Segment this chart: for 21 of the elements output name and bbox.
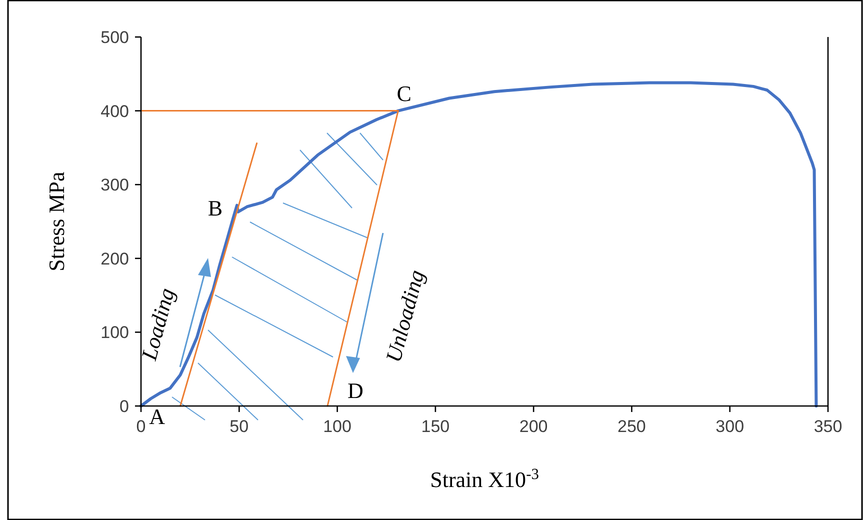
- x-tick-label: 0: [136, 417, 146, 436]
- x-tick-label: 150: [421, 417, 450, 436]
- annotation: B: [208, 195, 223, 220]
- x-tick-label: 300: [716, 417, 744, 436]
- y-axis-title: Stress MPa: [44, 171, 69, 272]
- x-tick-label: 200: [519, 417, 548, 436]
- annotation: A: [149, 404, 166, 429]
- y-tick-label: 0: [120, 397, 129, 416]
- annotation: D: [348, 378, 364, 403]
- x-tick-label: 350: [814, 417, 842, 436]
- annotation: Loading: [136, 285, 180, 364]
- y-tick-label: 300: [100, 176, 129, 195]
- x-tick-label: 50: [230, 417, 249, 436]
- x-tick-label: 100: [323, 417, 352, 436]
- y-tick-label: 500: [100, 28, 129, 47]
- x-tick-label: 250: [618, 417, 646, 436]
- x-axis-title: Strain X10$^{-3}$: [430, 466, 540, 492]
- annotation: C: [396, 80, 412, 106]
- y-tick-label: 100: [100, 323, 129, 342]
- y-tick-label: 400: [100, 102, 129, 121]
- y-tick-label: 200: [100, 249, 129, 268]
